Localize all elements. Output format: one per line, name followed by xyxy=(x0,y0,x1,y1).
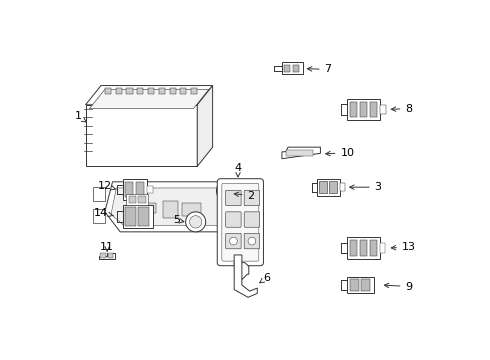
Polygon shape xyxy=(86,105,197,166)
Polygon shape xyxy=(234,263,249,286)
Polygon shape xyxy=(93,187,105,201)
Polygon shape xyxy=(105,88,111,94)
Bar xyxy=(361,279,370,291)
FancyBboxPatch shape xyxy=(226,190,241,206)
Circle shape xyxy=(248,237,256,245)
Bar xyxy=(350,240,357,256)
Polygon shape xyxy=(86,86,213,105)
FancyBboxPatch shape xyxy=(244,212,260,227)
Bar xyxy=(136,182,144,197)
Polygon shape xyxy=(159,88,165,94)
Text: 3: 3 xyxy=(350,182,382,192)
Bar xyxy=(286,150,313,156)
Polygon shape xyxy=(282,147,320,159)
FancyBboxPatch shape xyxy=(217,179,264,266)
Polygon shape xyxy=(93,209,105,222)
Text: 6: 6 xyxy=(260,273,270,283)
Text: 10: 10 xyxy=(326,148,354,158)
Bar xyxy=(125,182,133,197)
Bar xyxy=(163,201,178,218)
Polygon shape xyxy=(126,88,132,94)
Text: 12: 12 xyxy=(98,181,115,191)
Bar xyxy=(361,102,368,117)
Text: 1: 1 xyxy=(74,111,87,122)
Bar xyxy=(108,253,113,258)
Bar xyxy=(147,186,152,193)
Bar xyxy=(284,65,291,72)
Circle shape xyxy=(217,179,240,202)
Bar xyxy=(122,180,147,199)
Polygon shape xyxy=(197,86,213,166)
Polygon shape xyxy=(99,253,115,259)
Bar xyxy=(317,179,340,195)
Circle shape xyxy=(229,237,237,245)
FancyBboxPatch shape xyxy=(244,233,260,249)
Polygon shape xyxy=(234,255,257,297)
Bar xyxy=(347,99,380,120)
Bar xyxy=(126,194,148,205)
Circle shape xyxy=(190,216,202,228)
Bar xyxy=(347,237,380,259)
Bar xyxy=(340,183,345,191)
Bar xyxy=(125,207,136,226)
Text: 2: 2 xyxy=(234,191,255,201)
Bar xyxy=(138,207,149,226)
Bar xyxy=(129,196,136,203)
Text: 5: 5 xyxy=(173,215,184,225)
Polygon shape xyxy=(191,88,197,94)
Bar xyxy=(319,181,326,193)
Bar xyxy=(282,62,303,74)
Bar xyxy=(100,253,106,258)
Bar xyxy=(147,203,156,213)
Bar xyxy=(122,205,153,228)
Bar xyxy=(128,201,142,216)
Bar xyxy=(293,65,299,72)
Polygon shape xyxy=(116,88,122,94)
Bar xyxy=(350,279,359,291)
Polygon shape xyxy=(105,182,236,232)
Bar xyxy=(347,276,374,293)
FancyBboxPatch shape xyxy=(226,233,241,249)
Bar xyxy=(380,243,385,253)
Bar xyxy=(350,102,357,117)
Circle shape xyxy=(186,212,206,232)
FancyBboxPatch shape xyxy=(244,190,260,206)
Polygon shape xyxy=(89,89,209,109)
Text: 4: 4 xyxy=(235,163,242,177)
Polygon shape xyxy=(180,88,187,94)
Text: 14: 14 xyxy=(94,208,114,217)
Polygon shape xyxy=(137,88,143,94)
Bar xyxy=(329,181,337,193)
Polygon shape xyxy=(170,88,175,94)
FancyBboxPatch shape xyxy=(222,183,259,261)
Bar xyxy=(380,105,386,114)
Text: 9: 9 xyxy=(384,282,413,292)
Bar xyxy=(361,240,368,256)
Text: 8: 8 xyxy=(392,104,413,114)
Bar xyxy=(370,240,377,256)
FancyBboxPatch shape xyxy=(226,212,241,227)
Circle shape xyxy=(221,184,235,198)
Polygon shape xyxy=(148,88,154,94)
Bar xyxy=(370,102,377,117)
Text: 11: 11 xyxy=(100,242,114,252)
Text: 7: 7 xyxy=(307,64,332,75)
Text: 13: 13 xyxy=(392,242,416,252)
Bar xyxy=(138,196,146,203)
Bar xyxy=(182,203,201,216)
Polygon shape xyxy=(111,188,230,226)
